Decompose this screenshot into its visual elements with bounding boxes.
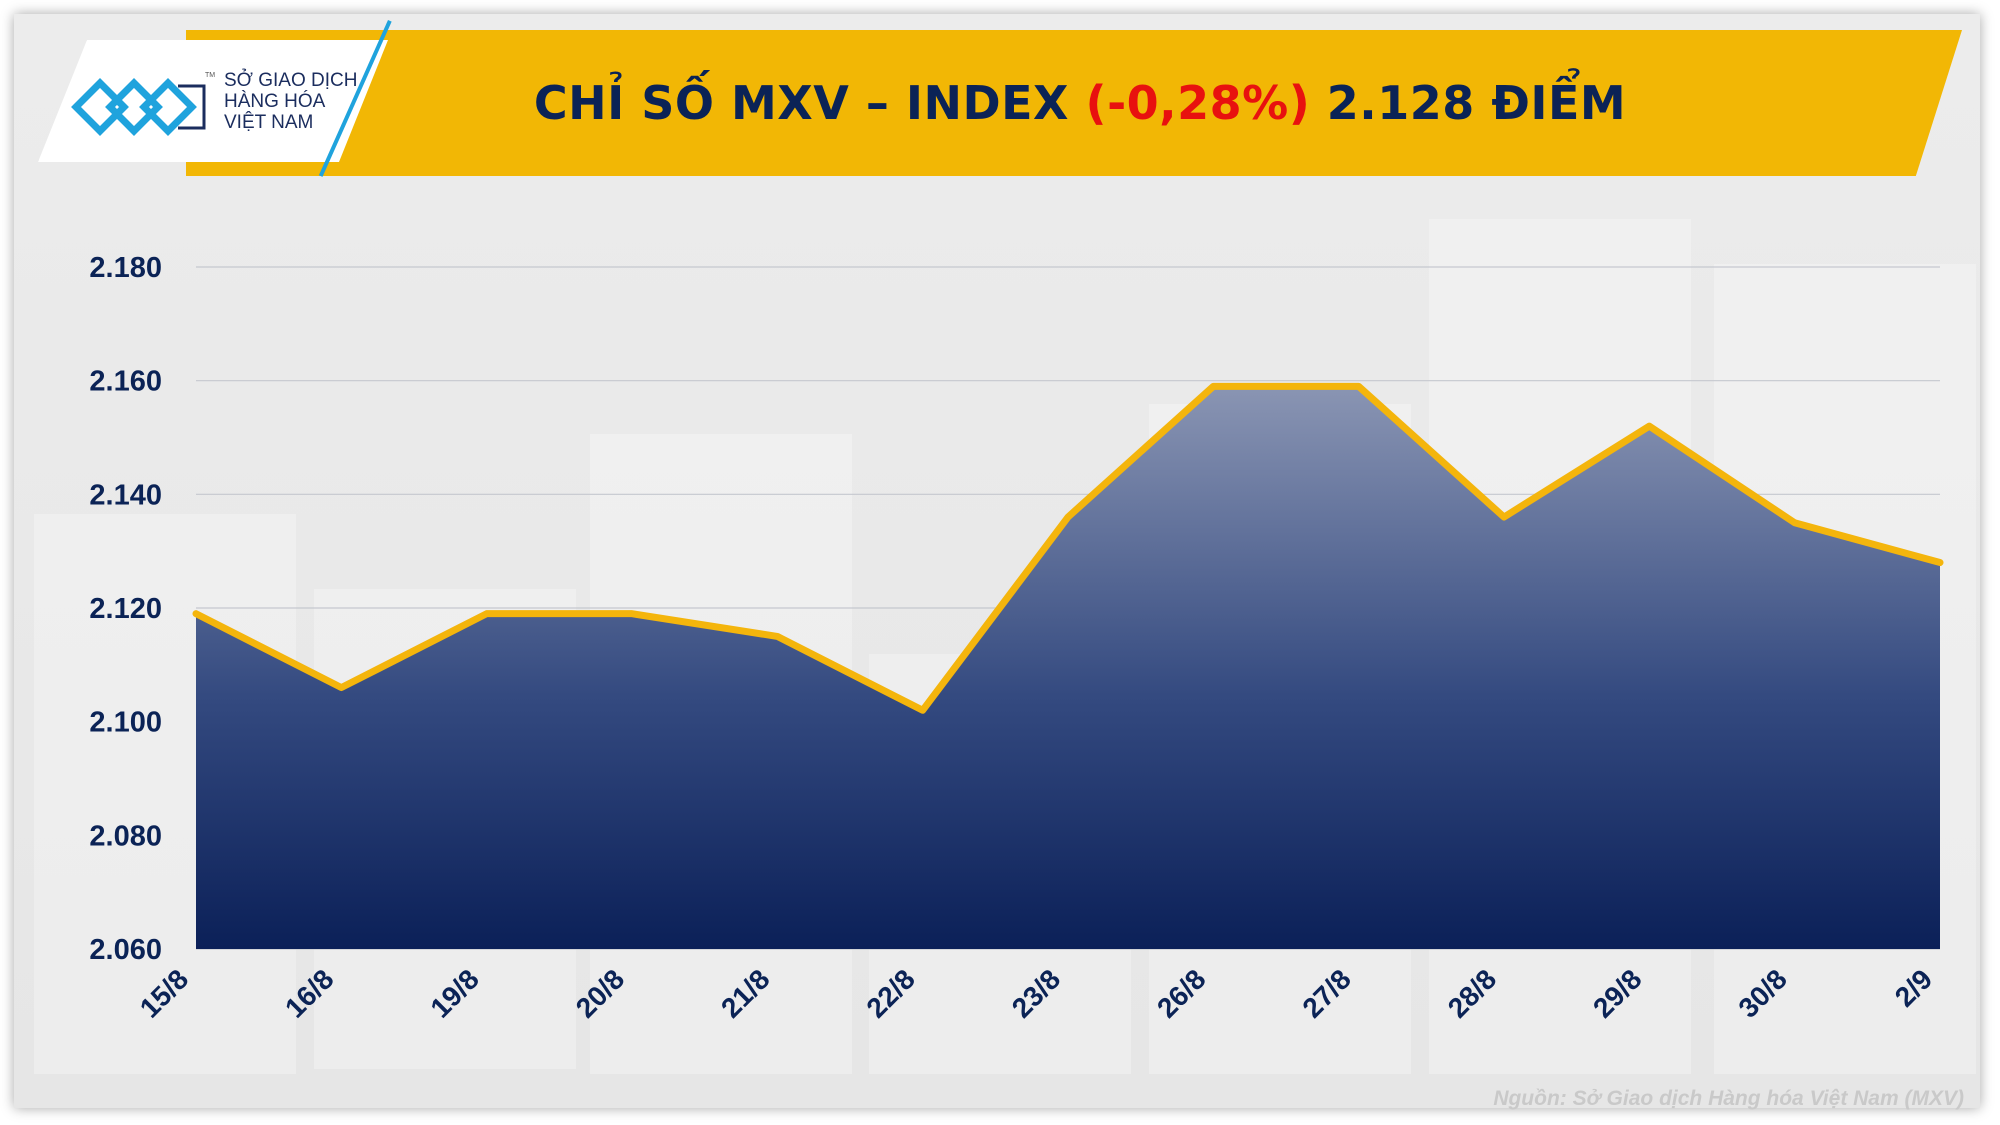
logo-panel [38, 40, 388, 162]
data-point [1937, 559, 1943, 566]
y-tick-label: 2.120 [89, 593, 162, 625]
title-banner [186, 30, 1962, 176]
data-point [1355, 383, 1362, 390]
x-tick-label: 29/8 [1587, 963, 1647, 1023]
chart-title: CHỈ SỐ MXV – INDEX (-0,28%) 2.128 ĐIỂM [320, 30, 1840, 176]
series-area [196, 386, 1940, 950]
x-tick-label: 20/8 [570, 963, 630, 1023]
data-point [919, 707, 926, 714]
mxv-logo-icon [71, 78, 206, 136]
data-point [1791, 519, 1798, 526]
x-tick-label: 21/8 [715, 963, 775, 1023]
data-point [1501, 514, 1507, 521]
logo-text: SỞ GIAO DỊCH HÀNG HÓA VIỆT NAM [224, 70, 374, 133]
data-point [629, 610, 635, 617]
title-suffix: 2.128 ĐIỂM [1326, 76, 1627, 130]
x-tick-label: 30/8 [1732, 963, 1792, 1023]
x-tick-label: 19/8 [424, 963, 484, 1023]
logo-line-3: VIỆT NAM [224, 112, 314, 133]
x-tick-label: 22/8 [860, 963, 920, 1023]
logo-line-2: HÀNG HÓA [224, 91, 326, 112]
x-tick-label: 27/8 [1296, 963, 1356, 1023]
title-prefix: CHỈ SỐ MXV – INDEX [533, 76, 1070, 130]
data-point [1065, 514, 1071, 521]
data-point [193, 610, 199, 617]
title-change: (-0,28%) [1085, 76, 1311, 130]
logo-line-1: SỞ GIAO DỊCH [224, 70, 358, 91]
y-tick-label: 2.100 [89, 707, 162, 739]
y-tick-label: 2.180 [89, 252, 162, 284]
data-point [483, 610, 490, 617]
y-tick-label: 2.080 [89, 820, 162, 852]
data-point [338, 684, 345, 691]
logo-trademark: TM [205, 72, 216, 79]
x-tick-label: 26/8 [1151, 963, 1211, 1023]
x-tick-label: 23/8 [1006, 963, 1066, 1023]
x-tick-label: 28/8 [1442, 963, 1502, 1023]
x-tick-label: 16/8 [279, 963, 339, 1023]
x-tick-label: 2/9 [1889, 963, 1938, 1012]
y-tick-label: 2.060 [89, 934, 162, 966]
data-point [1646, 423, 1653, 430]
data-point [1210, 383, 1217, 390]
data-point [774, 633, 781, 640]
source-note: Nguồn: Sở Giao dịch Hàng hóa Việt Nam (M… [1493, 1087, 1964, 1110]
y-tick-label: 2.160 [89, 366, 162, 398]
y-tick-label: 2.140 [89, 479, 162, 511]
x-tick-label: 15/8 [134, 963, 194, 1023]
